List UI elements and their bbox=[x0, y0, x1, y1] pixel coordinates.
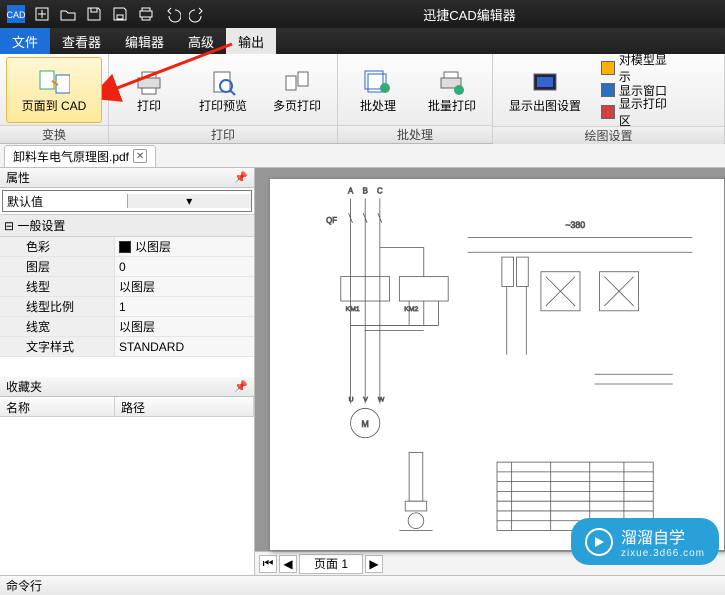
document-tab-label: 卸料车电气原理图.pdf bbox=[13, 148, 129, 165]
redo-icon[interactable] bbox=[186, 2, 210, 26]
ribbon-group-print: 打印 打印预览 多页打印 打印 bbox=[109, 54, 338, 143]
drawing-paper[interactable]: A B C QF KM1 KM2 M U V W bbox=[269, 178, 725, 551]
favorites-list: 名称 路径 bbox=[0, 397, 254, 575]
svg-text:~380: ~380 bbox=[565, 220, 585, 230]
menu-output[interactable]: 输出 bbox=[226, 28, 276, 54]
open-icon[interactable] bbox=[56, 2, 80, 26]
batchprint-icon bbox=[436, 66, 468, 98]
favorites-header: 收藏夹 📌 bbox=[0, 377, 254, 397]
page-to-cad-button[interactable]: 页面到 CAD bbox=[6, 57, 102, 123]
pin-icon[interactable]: 📌 bbox=[234, 380, 248, 393]
page-first-button[interactable]: ⏮ bbox=[259, 555, 277, 573]
new-icon[interactable] bbox=[30, 2, 54, 26]
svg-text:C: C bbox=[377, 187, 383, 196]
menu-viewer[interactable]: 查看器 bbox=[50, 28, 113, 54]
saveas-icon[interactable] bbox=[108, 2, 132, 26]
svg-text:A: A bbox=[348, 187, 354, 196]
title-bar: CAD 迅捷CAD编辑器 bbox=[0, 0, 725, 28]
canvas-area: A B C QF KM1 KM2 M U V W bbox=[255, 168, 725, 575]
preview-icon bbox=[207, 66, 239, 98]
menu-advanced[interactable]: 高级 bbox=[176, 28, 226, 54]
document-tab[interactable]: 卸料车电气原理图.pdf ✕ bbox=[4, 145, 156, 167]
page-next-button[interactable]: ▶ bbox=[365, 555, 383, 573]
svg-text:QF: QF bbox=[326, 216, 337, 225]
show-model-button[interactable]: 对模型显示 bbox=[601, 58, 678, 78]
close-icon[interactable]: ✕ bbox=[133, 149, 147, 163]
printer-icon bbox=[133, 66, 165, 98]
print-icon[interactable] bbox=[134, 2, 158, 26]
prop-row-textstyle[interactable]: 文字样式STANDARD bbox=[0, 337, 254, 357]
batch-button[interactable]: 批处理 bbox=[344, 57, 412, 123]
svg-text:B: B bbox=[363, 187, 368, 196]
menu-bar: 文件 查看器 编辑器 高级 输出 bbox=[0, 28, 725, 54]
show-plotarea-button[interactable]: 显示打印区 bbox=[601, 102, 678, 122]
plotsetup-icon bbox=[529, 66, 561, 98]
status-bar: 命令行 bbox=[0, 575, 725, 595]
color-swatch bbox=[119, 241, 131, 253]
svg-text:KM1: KM1 bbox=[346, 306, 360, 313]
svg-text:U: U bbox=[349, 397, 354, 404]
svg-text:CAD: CAD bbox=[6, 10, 26, 20]
svg-text:V: V bbox=[363, 397, 368, 404]
property-grid: ⊟ 一般设置 色彩以图层 图层0 线型以图层 线型比例1 线宽以图层 文字样式S… bbox=[0, 214, 254, 357]
plot-side-items: 对模型显示 显示窗口 显示打印区 bbox=[597, 56, 682, 124]
prop-row-lineweight[interactable]: 线宽以图层 bbox=[0, 317, 254, 337]
prop-row-layer[interactable]: 图层0 bbox=[0, 257, 254, 277]
save-icon[interactable] bbox=[82, 2, 106, 26]
document-tab-bar: 卸料车电气原理图.pdf ✕ bbox=[0, 144, 725, 168]
multipage-print-button[interactable]: 多页打印 bbox=[263, 57, 331, 123]
svg-text:W: W bbox=[378, 397, 385, 404]
section-general[interactable]: ⊟ 一般设置 bbox=[0, 214, 254, 237]
watermark-badge: 溜溜自学 zixue.3d66.com bbox=[571, 518, 719, 565]
svg-text:KM2: KM2 bbox=[404, 306, 418, 313]
print-button[interactable]: 打印 bbox=[115, 57, 183, 123]
page-tab[interactable]: 页面 1 bbox=[299, 554, 363, 574]
quick-access-toolbar: CAD bbox=[0, 2, 214, 26]
ribbon: 页面到 CAD 变换 打印 打印预览 多页打印 打印 批处理 批量打印 批处理 … bbox=[0, 54, 725, 144]
favorites-col-path[interactable]: 路径 bbox=[115, 397, 254, 416]
chevron-down-icon: ▾ bbox=[127, 194, 252, 208]
cad-icon[interactable]: CAD bbox=[4, 2, 28, 26]
undo-icon[interactable] bbox=[160, 2, 184, 26]
batch-icon bbox=[362, 66, 394, 98]
favorites-col-name[interactable]: 名称 bbox=[0, 397, 115, 416]
page-prev-button[interactable]: ◀ bbox=[279, 555, 297, 573]
left-pane: 属性 📌 默认值 ▾ ⊟ 一般设置 色彩以图层 图层0 线型以图层 线型比例1 … bbox=[0, 168, 255, 575]
default-combo[interactable]: 默认值 ▾ bbox=[2, 190, 252, 212]
group-caption-plot: 绘图设置 bbox=[493, 126, 724, 144]
prop-row-linetype[interactable]: 线型以图层 bbox=[0, 277, 254, 297]
properties-header: 属性 📌 bbox=[0, 168, 254, 188]
menu-editor[interactable]: 编辑器 bbox=[113, 28, 176, 54]
prop-row-color[interactable]: 色彩以图层 bbox=[0, 237, 254, 257]
group-caption-print: 打印 bbox=[109, 125, 337, 143]
svg-text:M: M bbox=[362, 419, 369, 429]
ribbon-group-batch: 批处理 批量打印 批处理 bbox=[338, 54, 493, 143]
page-to-cad-icon bbox=[38, 66, 70, 98]
ribbon-group-transform: 页面到 CAD 变换 bbox=[0, 54, 109, 143]
menu-file[interactable]: 文件 bbox=[0, 28, 50, 54]
print-preview-button[interactable]: 打印预览 bbox=[189, 57, 257, 123]
batch-print-button[interactable]: 批量打印 bbox=[418, 57, 486, 123]
schematic-drawing: A B C QF KM1 KM2 M U V W bbox=[270, 179, 724, 550]
play-icon bbox=[585, 528, 613, 556]
prop-row-ltscale[interactable]: 线型比例1 bbox=[0, 297, 254, 317]
multipage-icon bbox=[281, 66, 313, 98]
plot-setup-button[interactable]: 显示出图设置 bbox=[499, 57, 591, 123]
content-area: 属性 📌 默认值 ▾ ⊟ 一般设置 色彩以图层 图层0 线型以图层 线型比例1 … bbox=[0, 168, 725, 575]
group-caption-batch: 批处理 bbox=[338, 125, 492, 143]
pin-icon[interactable]: 📌 bbox=[234, 171, 248, 184]
command-line-label: 命令行 bbox=[6, 577, 42, 594]
app-title: 迅捷CAD编辑器 bbox=[214, 5, 725, 24]
ribbon-group-plot: 显示出图设置 对模型显示 显示窗口 显示打印区 绘图设置 bbox=[493, 54, 725, 143]
group-caption-transform: 变换 bbox=[0, 125, 108, 143]
